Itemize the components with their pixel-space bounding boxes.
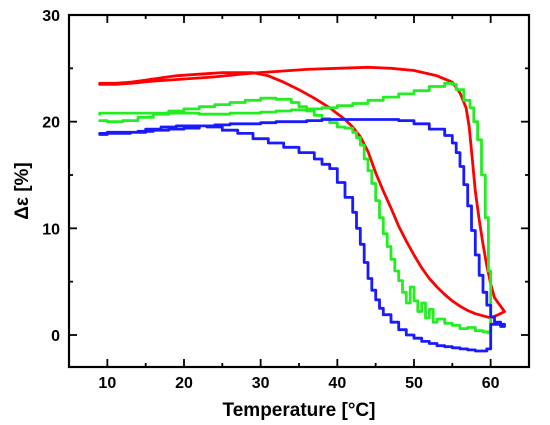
- series-line-1: [98, 65, 506, 320]
- x-axis-label: Temperature [°C]: [223, 400, 376, 421]
- y-tick-label-0: 0: [51, 328, 60, 345]
- x-tick-label-10: 10: [98, 375, 116, 392]
- y-tick-label-30: 30: [42, 8, 60, 25]
- x-tick-label-60: 60: [482, 375, 500, 392]
- plot-area: [98, 65, 506, 353]
- series-line-3: [98, 118, 506, 353]
- y-tick-label-10: 10: [42, 221, 60, 238]
- axis-ticks: 10 20 30 40 50 60 0 10 20 30: [42, 8, 530, 392]
- y-tick-label-20: 20: [42, 115, 60, 132]
- y-axis-label: Δε [%]: [12, 162, 33, 220]
- plot-frame: [67, 13, 531, 369]
- x-tick-label-50: 50: [405, 375, 423, 392]
- x-tick-label-30: 30: [252, 375, 270, 392]
- series-line-2: [98, 81, 493, 335]
- x-tick-label-40: 40: [328, 375, 346, 392]
- x-tick-label-20: 20: [175, 375, 193, 392]
